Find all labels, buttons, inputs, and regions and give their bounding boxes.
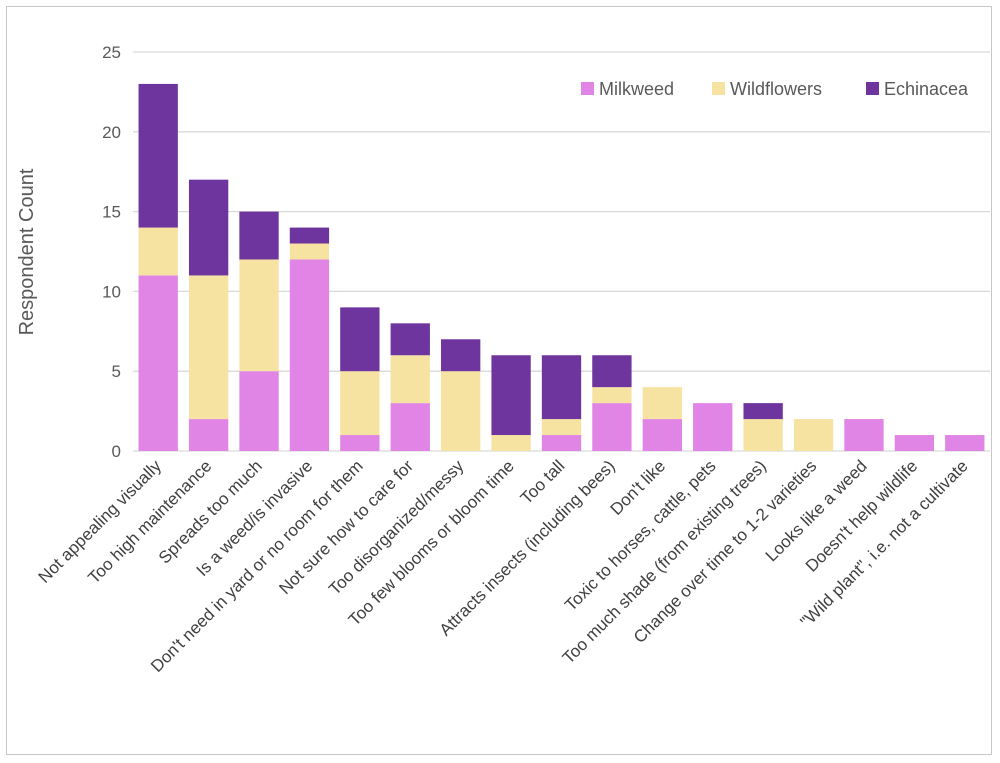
bar-segment-milkweed [340, 435, 380, 451]
bar-segment-wildflowers [289, 243, 330, 260]
bars [138, 83, 985, 451]
bar-segment-wildflowers [642, 387, 682, 420]
bar-segment-milkweed [541, 435, 582, 451]
y-tick-label: 25 [102, 43, 121, 62]
bar-segment-echinacea [491, 355, 531, 436]
bar-segment-wildflowers [239, 259, 279, 372]
bar-segment-wildflowers [138, 227, 178, 276]
legend-swatch-milkweed [581, 82, 594, 95]
bar-segment-milkweed [188, 419, 229, 451]
bar-segment-wildflowers [390, 355, 430, 404]
bar-segment-echinacea [289, 227, 330, 244]
bar-segment-wildflowers [793, 419, 834, 451]
bar-segment-milkweed [945, 435, 985, 451]
legend-swatch-wildflowers [712, 82, 725, 95]
y-axis-ticks: 0 5 10 15 20 25 [102, 43, 121, 461]
bar-segment-wildflowers [592, 387, 632, 404]
legend-label: Milkweed [599, 79, 674, 99]
y-tick-label: 0 [112, 442, 121, 461]
bar-segment-echinacea [188, 179, 229, 276]
y-tick-label: 20 [102, 123, 121, 142]
bar-segment-milkweed [844, 419, 884, 451]
bar-segment-echinacea [340, 307, 380, 372]
bar-segment-wildflowers [541, 419, 582, 436]
bar-segment-milkweed [642, 419, 682, 451]
bar-segment-wildflowers [340, 371, 380, 436]
bar-segment-wildflowers [441, 371, 481, 451]
bar-segment-milkweed [693, 403, 733, 451]
bar-segment-echinacea [441, 339, 481, 372]
x-tick-label: Change over time to 1-2 varieties [630, 456, 820, 646]
bar-segment-milkweed [894, 435, 935, 451]
bar-segment-echinacea [390, 323, 430, 356]
y-tick-label: 10 [102, 282, 121, 301]
bar-segment-echinacea [743, 403, 783, 420]
bar-segment-wildflowers [743, 419, 783, 451]
legend-label: Echinacea [884, 79, 969, 99]
legend-label: Wildflowers [730, 79, 822, 99]
bar-segment-milkweed [138, 275, 178, 451]
bar-segment-wildflowers [188, 275, 229, 420]
bar-segment-echinacea [239, 211, 279, 260]
legend-swatch-echinacea [866, 82, 879, 95]
bar-segment-milkweed [239, 371, 279, 451]
legend: Milkweed Wildflowers Echinacea [581, 79, 969, 99]
bar-segment-echinacea [138, 83, 178, 228]
y-tick-label: 5 [112, 362, 121, 381]
y-tick-label: 15 [102, 203, 121, 222]
bar-segment-milkweed [390, 403, 430, 451]
bar-segment-wildflowers [491, 435, 531, 451]
bar-segment-echinacea [592, 355, 632, 388]
bar-segment-echinacea [541, 355, 582, 420]
bar-segment-milkweed [592, 403, 632, 451]
chart-frame [6, 6, 992, 755]
bar-segment-milkweed [289, 259, 330, 451]
y-axis-label: Respondent Count [16, 168, 38, 335]
